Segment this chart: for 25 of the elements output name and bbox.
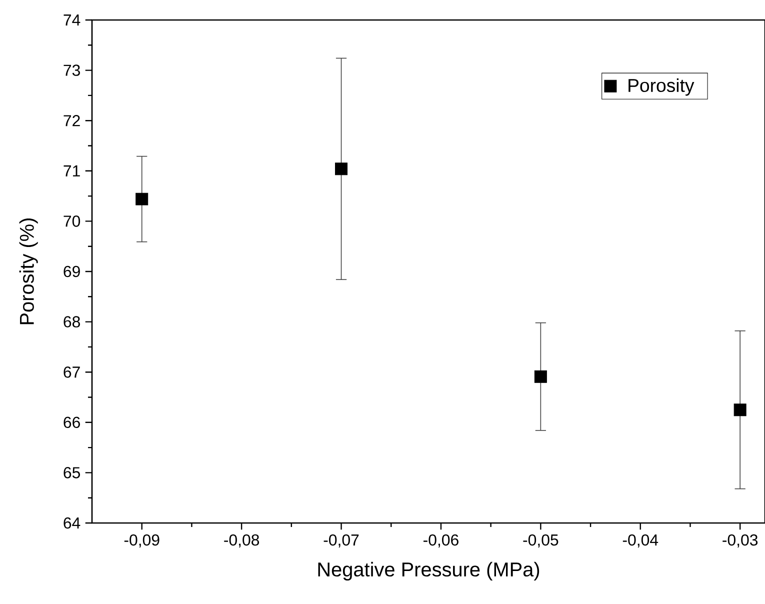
x-tick-label: -0,03 [722,534,758,548]
point [534,370,547,383]
x-tick-label: -0,05 [523,534,558,548]
x-tick-label: -0,09 [124,534,160,548]
y-tick-label: 64 [64,517,80,529]
y-tick-label: 69 [64,266,80,278]
y-tick-label: 67 [64,366,80,378]
point [136,192,148,206]
x-tick-label: -0,07 [324,534,359,548]
x-axis-title: Negative Pressure (MPa) [318,562,540,580]
point [335,162,348,176]
y-tick-label: 71 [64,165,80,176]
y-axis-title: Porosity (%) [19,218,38,324]
y-tick-label: 70 [64,216,80,227]
y-tick-label: 73 [64,64,80,76]
x-tick-label: -0,06 [424,534,458,548]
y-tick-label: 74 [64,14,80,26]
y-tick-label: 68 [64,316,80,328]
x-tick-label: -0,08 [224,534,260,548]
point [734,404,746,416]
y-tick-label: 66 [64,416,80,428]
y-tick-label: 72 [64,115,80,126]
x-tick-label: -0,04 [622,534,658,548]
legend-label: Porosity [628,78,694,96]
y-tick-label: 65 [64,467,80,478]
